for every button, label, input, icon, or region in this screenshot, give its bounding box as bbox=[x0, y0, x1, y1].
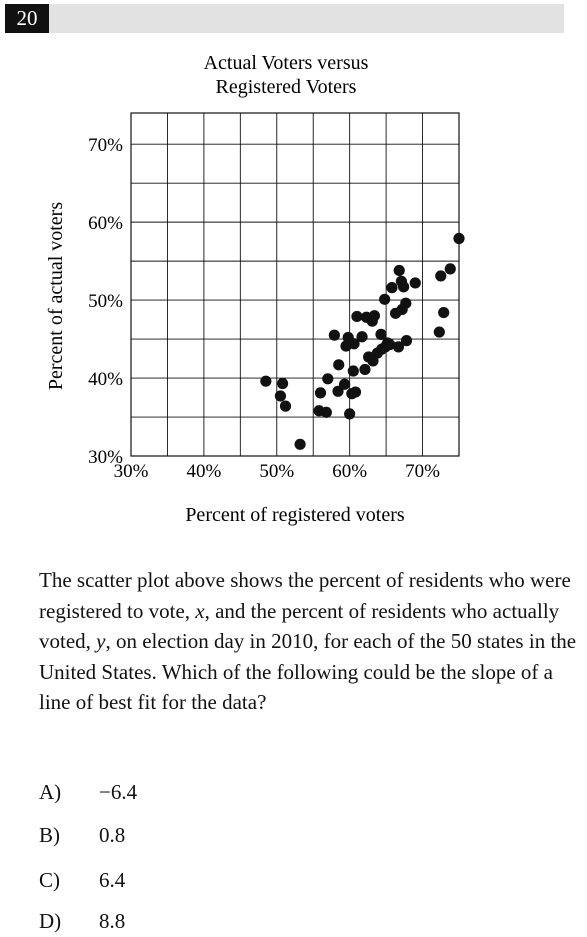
scatter-point bbox=[328, 329, 340, 341]
choice-c[interactable]: C) 6.4 bbox=[39, 868, 125, 892]
scatter-point bbox=[277, 377, 289, 390]
scatter-point bbox=[294, 438, 306, 450]
x-axis-label: Percent of registered voters bbox=[185, 504, 405, 526]
choice-letter: B) bbox=[39, 823, 60, 847]
scatter-point bbox=[392, 341, 405, 353]
scatter-point bbox=[433, 326, 445, 338]
scatter-point bbox=[347, 365, 359, 377]
chart-title-line: Actual Voters versus bbox=[204, 52, 369, 74]
scatter-point bbox=[322, 373, 334, 385]
chart-title-line: Registered Voters bbox=[216, 76, 357, 98]
scatter-point bbox=[368, 310, 381, 322]
choice-letter: C) bbox=[39, 868, 60, 892]
scatter-point bbox=[314, 387, 327, 399]
choice-b[interactable]: B) 0.8 bbox=[39, 823, 125, 847]
y-tick-label: 40% bbox=[88, 369, 123, 390]
x-tick-label: 40% bbox=[186, 461, 221, 482]
scatter-point bbox=[400, 335, 413, 347]
question-number: 20 bbox=[5, 4, 49, 33]
scatter-point bbox=[384, 338, 396, 351]
x-tick-label: 50% bbox=[259, 461, 294, 482]
x-tick-label: 30% bbox=[114, 461, 149, 482]
scatter-point bbox=[435, 270, 447, 282]
choice-letter: D) bbox=[39, 909, 62, 933]
scatter-point bbox=[274, 390, 287, 402]
plot-border bbox=[130, 112, 460, 457]
scatter-point bbox=[349, 386, 362, 398]
chart-grid bbox=[130, 112, 460, 457]
y-tick-label: 30% bbox=[88, 447, 123, 468]
y-axis-label: Percent of actual voters bbox=[45, 202, 67, 390]
choice-value: 8.8 bbox=[99, 909, 126, 933]
scatter-point bbox=[333, 359, 345, 371]
choice-value: 0.8 bbox=[99, 823, 126, 847]
scatter-point bbox=[400, 297, 412, 309]
y-tick-label: 50% bbox=[88, 291, 123, 312]
scatter-point bbox=[393, 264, 405, 277]
scatter-point bbox=[332, 385, 344, 397]
data-points bbox=[260, 232, 465, 450]
scatter-point bbox=[398, 281, 410, 293]
scatter-point bbox=[320, 406, 332, 418]
scatter-point bbox=[348, 338, 360, 350]
x-tick-label: 70% bbox=[405, 461, 440, 482]
choice-a[interactable]: A) −6.4 bbox=[39, 780, 137, 804]
x-axis-ticks: 30% 40% 50% 60% 70% bbox=[114, 461, 441, 482]
choice-value: −6.4 bbox=[99, 780, 138, 804]
question-text: The scatter plot above shows the percent… bbox=[39, 568, 577, 715]
scatter-point bbox=[279, 400, 292, 412]
scatter-point bbox=[338, 378, 351, 390]
scatter-point bbox=[409, 277, 421, 289]
scatter-point bbox=[356, 331, 368, 343]
scatter-point bbox=[379, 293, 391, 305]
y-tick-label: 60% bbox=[88, 213, 123, 234]
scatter-point bbox=[386, 282, 398, 294]
choice-value: 6.4 bbox=[99, 868, 126, 892]
y-axis-ticks: 30% 40% 50% 60% 70% bbox=[88, 135, 123, 468]
y-tick-label: 70% bbox=[88, 135, 123, 156]
scatter-point bbox=[260, 375, 272, 387]
scatter-point bbox=[344, 408, 356, 420]
scatter-point bbox=[453, 232, 465, 245]
scatter-point bbox=[359, 363, 371, 376]
scatter-point bbox=[351, 310, 363, 323]
choice-letter: A) bbox=[39, 780, 62, 804]
x-tick-label: 60% bbox=[332, 461, 367, 482]
scatter-point bbox=[438, 306, 450, 319]
scatter-point bbox=[375, 328, 387, 340]
question-header-bar: 20 bbox=[5, 4, 564, 33]
scatter-point bbox=[444, 263, 456, 275]
choice-d[interactable]: D) 8.8 bbox=[39, 909, 125, 933]
